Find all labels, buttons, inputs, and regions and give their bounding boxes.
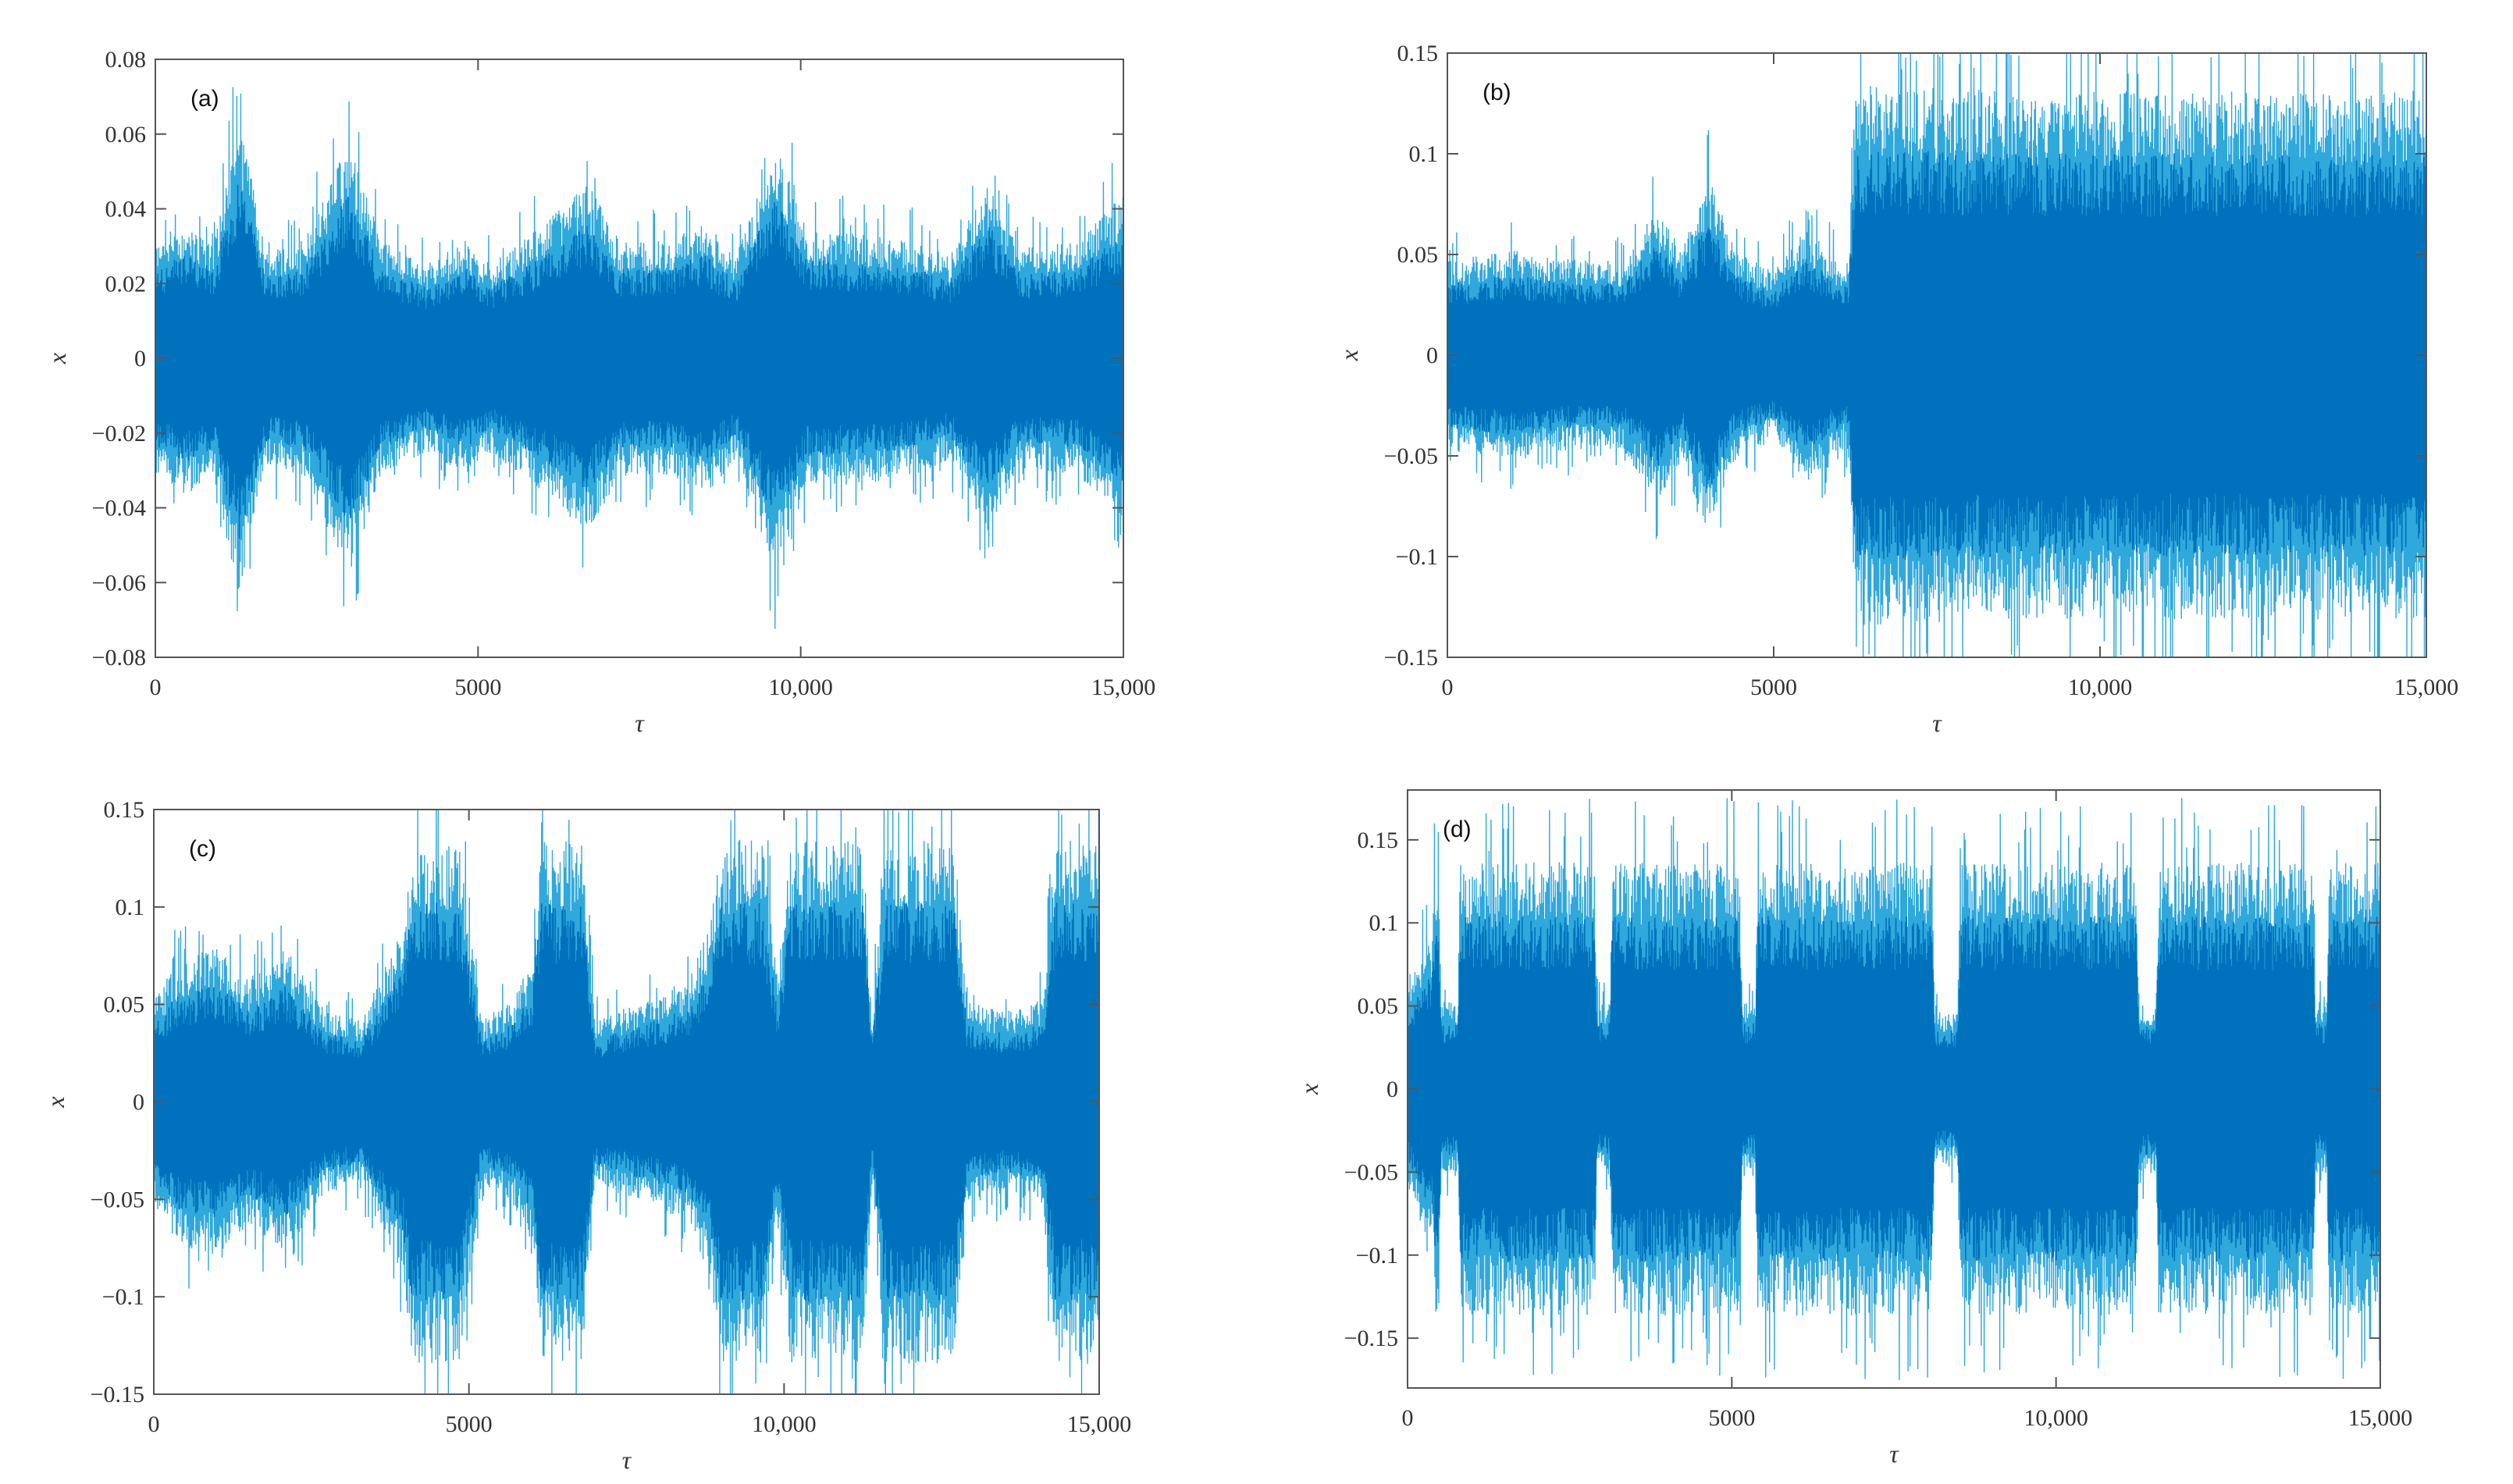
- signal-core-band: [154, 964, 1099, 1240]
- panel-c: 0 5000 10,000 15,000 0.15 0.1 0.05 0 −0.05 −0.1 −0…: [41, 797, 1131, 1474]
- panel-label: (a): [190, 86, 219, 112]
- y-tick-label: −0.04: [92, 496, 146, 521]
- panel-label: (c): [189, 836, 216, 862]
- y-tick-label: −0.1: [1396, 544, 1438, 570]
- y-axis-label: x: [1335, 350, 1363, 361]
- y-tick-label: −0.05: [1384, 443, 1438, 469]
- x-tick-label: 15,000: [2348, 1405, 2413, 1431]
- y-tick-label: 0.1: [1369, 910, 1399, 936]
- y-tick-label: −0.05: [91, 1187, 144, 1212]
- y-tick-label: 0.05: [104, 992, 145, 1018]
- y-tick-label: 0: [1426, 343, 1438, 368]
- x-tick-label: 5000: [1750, 674, 1797, 700]
- y-tick-label: 0.1: [1409, 141, 1439, 167]
- y-tick-label: −0.15: [1384, 645, 1438, 671]
- y-tick-label: 0.15: [1397, 41, 1439, 66]
- x-tick-label: 10,000: [2068, 674, 2133, 700]
- x-axis-label: τ: [1932, 709, 1942, 737]
- y-tick-label: 0: [1386, 1077, 1398, 1102]
- y-tick-label: 0.05: [1358, 994, 1399, 1020]
- x-tick-label: 0: [1402, 1405, 1414, 1431]
- x-tick-label: 15,000: [1091, 674, 1156, 700]
- y-tick-label: −0.1: [102, 1284, 144, 1310]
- y-tick-label: 0.05: [1397, 242, 1439, 268]
- y-axis-label: x: [1295, 1084, 1323, 1095]
- signal-trace-core: [153, 902, 1100, 1302]
- y-tick-label: −0.05: [1344, 1159, 1398, 1185]
- y-tick-label: 0: [133, 1090, 144, 1116]
- panel-d: 0 5000 10,000 15,000 0.15 0.1 0.05 0 −0.05 −0.1 −0…: [1295, 789, 2413, 1468]
- x-tick-label: 15,000: [1067, 1411, 1132, 1437]
- panel-a: 0 5000 10,000 15,000 0.08 0.06 0.04 0.02 0 −0.02 −…: [43, 47, 1155, 737]
- y-tick-label: −0.15: [91, 1382, 144, 1407]
- panel-b: 0 5000 10,000 15,000 0.15 0.1 0.05 0 −0.05 −0.1 −0…: [1335, 41, 2458, 737]
- x-tick-label: 0: [150, 674, 162, 700]
- signal-core-band: [155, 230, 1123, 486]
- y-tick-label: −0.15: [1344, 1326, 1398, 1351]
- y-tick-label: 0: [134, 346, 146, 372]
- y-tick-label: −0.08: [92, 645, 146, 671]
- x-tick-label: 5000: [446, 1411, 493, 1437]
- x-tick-label: 5000: [1708, 1405, 1755, 1431]
- y-tick-label: 0.15: [1358, 827, 1399, 853]
- y-axis-label: x: [41, 1096, 69, 1108]
- x-tick-label: 10,000: [752, 1411, 817, 1437]
- y-axis-label: x: [43, 353, 71, 365]
- x-tick-label: 0: [1442, 674, 1454, 700]
- x-axis-label: τ: [622, 1446, 632, 1474]
- y-tick-label: −0.06: [92, 570, 146, 596]
- panel-label: (b): [1483, 80, 1511, 105]
- x-axis-label: τ: [1889, 1440, 1899, 1468]
- y-tick-label: 0.02: [105, 271, 147, 297]
- y-tick-label: 0.06: [105, 122, 147, 148]
- x-tick-label: 10,000: [768, 674, 833, 700]
- y-tick-label: −0.1: [1356, 1243, 1398, 1269]
- x-axis-label: τ: [635, 709, 645, 737]
- panel-label: (d): [1443, 817, 1472, 842]
- y-tick-label: 0.08: [105, 47, 147, 73]
- signal-core-band: [1408, 970, 2380, 1208]
- x-tick-label: 10,000: [2024, 1405, 2088, 1431]
- x-tick-label: 0: [148, 1411, 160, 1437]
- y-tick-label: 0.1: [116, 895, 145, 920]
- signal-core-band: [1447, 213, 2426, 497]
- y-tick-label: −0.02: [92, 421, 146, 447]
- y-tick-label: 0.15: [104, 797, 145, 823]
- x-tick-label: 5000: [454, 674, 501, 700]
- y-tick-label: 0.04: [105, 197, 147, 222]
- x-tick-label: 15,000: [2394, 674, 2459, 700]
